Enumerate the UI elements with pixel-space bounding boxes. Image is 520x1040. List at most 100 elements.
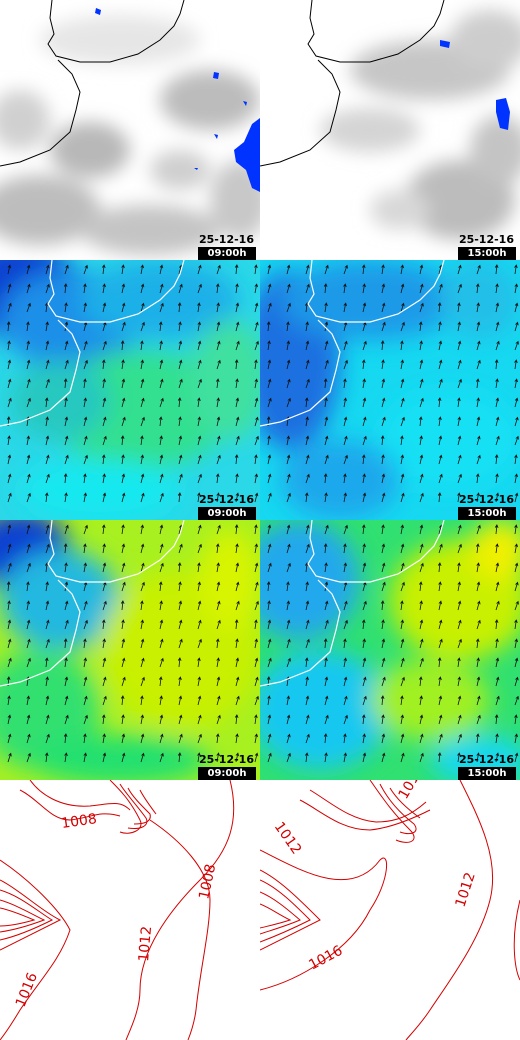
wind-arrow	[7, 454, 12, 465]
wind-arrow	[267, 435, 271, 446]
wind-arrow	[44, 657, 49, 668]
wind-arrow	[438, 638, 443, 649]
wind-arrow	[381, 638, 386, 649]
wind-arrow	[343, 283, 347, 294]
wind-arrow	[343, 562, 347, 573]
wind-arrow	[178, 359, 183, 370]
wind-arrow	[159, 752, 164, 763]
wind-arrow	[216, 581, 221, 592]
wind-arrow	[343, 397, 347, 408]
wind-arrow	[178, 619, 183, 630]
wind-arrow	[419, 657, 424, 668]
wind-arrow	[361, 619, 366, 630]
wind-arrow	[324, 657, 328, 668]
wind-arrow	[475, 543, 480, 554]
wind-arrow	[83, 695, 88, 706]
wind-arrow	[26, 397, 31, 408]
wind-arrow	[419, 600, 423, 611]
wind-arrow	[476, 340, 481, 351]
wind-arrow	[286, 302, 291, 313]
wind-arrow	[323, 543, 328, 554]
wind-arrow	[305, 714, 310, 725]
wind-arrow	[305, 321, 309, 332]
wind-arrow	[159, 695, 163, 706]
wind-arrow	[361, 454, 366, 465]
wind-arrow	[64, 302, 68, 313]
wind-arrow	[63, 638, 68, 649]
wind-arrow	[457, 752, 461, 763]
wind-arrow	[177, 657, 182, 668]
wind-arrow	[63, 283, 68, 294]
wind-arrow	[140, 397, 145, 408]
wind-arrow	[83, 416, 88, 427]
wind-arrow	[178, 600, 183, 611]
wind-arrow	[267, 264, 272, 275]
wind-arrow	[64, 340, 69, 351]
wind-arrow	[437, 657, 442, 668]
wind-arrow	[475, 378, 480, 389]
wind-arrow	[323, 378, 328, 389]
wind-arrow	[495, 340, 500, 351]
wind-arrow	[159, 359, 164, 370]
wind-arrow	[140, 416, 145, 427]
wind-arrow	[419, 714, 424, 725]
wind-arrow	[83, 657, 87, 668]
wind-arrow	[140, 562, 145, 573]
wind-arrow	[324, 359, 329, 370]
wind-arrow	[476, 619, 481, 630]
wind-gust-map-graphic	[260, 520, 520, 780]
wind-arrow	[476, 524, 481, 535]
wind-arrow	[26, 454, 31, 465]
wind-arrow	[254, 416, 259, 427]
wind-arrow	[514, 492, 519, 503]
wind-arrow	[197, 359, 202, 370]
wind-arrow	[159, 733, 164, 744]
wind-arrow	[476, 562, 480, 573]
wind-arrow	[26, 492, 31, 503]
wind-arrow	[400, 302, 405, 313]
wind-arrow	[159, 473, 164, 484]
wind-arrow	[254, 454, 258, 465]
wind-arrow	[64, 321, 69, 332]
wind-arrow	[419, 454, 424, 465]
wind-arrow	[514, 638, 518, 649]
wind-arrow	[45, 600, 50, 611]
wind-arrow	[83, 492, 87, 503]
wind-arrow	[254, 657, 259, 668]
wind-arrow	[121, 283, 126, 294]
wind-arrow	[343, 378, 347, 389]
wind-arrow	[286, 435, 290, 446]
wind-arrow	[64, 492, 68, 503]
wind-arrow	[102, 435, 107, 446]
wind-arrow	[140, 638, 145, 649]
wind-arrow	[381, 473, 386, 484]
wind-arrow	[419, 378, 424, 389]
wind-gust-map-graphic	[0, 520, 260, 780]
wind-arrow	[197, 543, 202, 554]
wind-arrow	[140, 714, 144, 725]
wind-arrow	[400, 752, 405, 763]
wind-arrow	[101, 619, 106, 630]
wind-arrow	[83, 676, 88, 687]
wind-arrow	[64, 264, 69, 275]
wind-arrow	[215, 543, 220, 554]
wind-arrow	[400, 543, 405, 554]
wind-arrow	[254, 302, 259, 313]
wind-arrow	[178, 473, 183, 484]
wind-arrow	[235, 416, 240, 427]
wind-arrow	[83, 619, 88, 630]
wind-arrow	[457, 378, 462, 389]
wind-arrow	[178, 714, 183, 725]
wind-arrow	[121, 454, 125, 465]
wind-arrow	[26, 657, 31, 668]
wind-arrow	[514, 416, 519, 427]
wind-arrow	[26, 733, 31, 744]
isobar-map-graphic: 1012 1016 1016 1012	[260, 780, 520, 1040]
wind-arrow	[495, 283, 499, 294]
wind-arrow	[101, 524, 106, 535]
wind-arrow	[343, 695, 348, 706]
wind-arrow	[121, 492, 126, 503]
isobar-label: 1008	[60, 811, 98, 832]
wind-arrow	[120, 695, 125, 706]
wind-arrow	[140, 752, 145, 763]
